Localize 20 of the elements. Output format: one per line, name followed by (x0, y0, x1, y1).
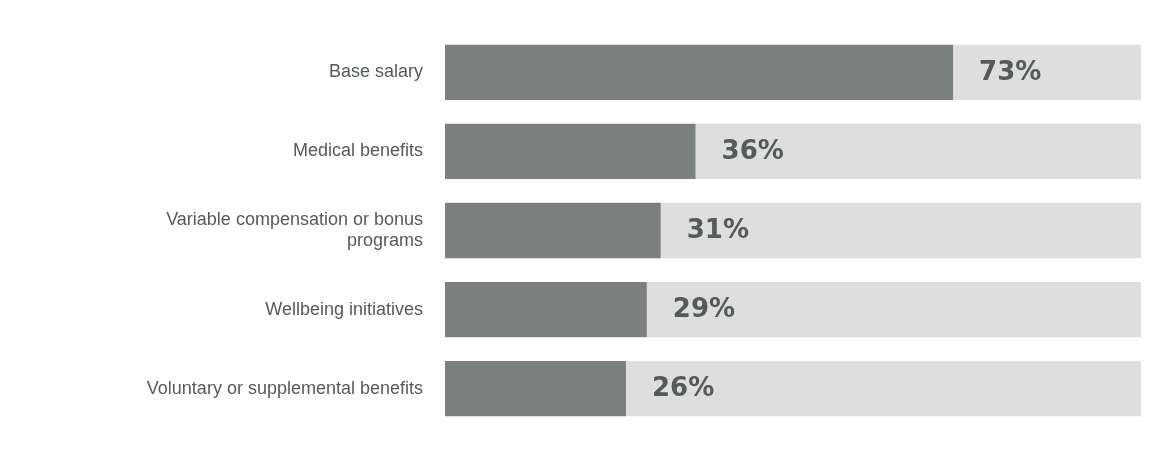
y-tick-label: Base salary (328, 61, 423, 82)
bar (953, 44, 1141, 101)
bar (445, 360, 626, 417)
y-tick-label: Variable compensation or bonus programs (166, 208, 423, 251)
bar (445, 202, 661, 259)
bar (646, 281, 1141, 338)
data-label: 31% (686, 214, 749, 245)
y-tick-label: Medical benefits (292, 140, 423, 161)
data-label: 26% (651, 372, 715, 403)
bar (445, 44, 954, 101)
bar (625, 360, 1141, 417)
y-tick-label: Voluntary or supplemental benefits (146, 377, 423, 398)
y-tick-label: Wellbeing initiatives (265, 298, 423, 319)
data-label: 73% (979, 56, 1042, 87)
data-label: 29% (672, 293, 736, 324)
data-label: 36% (721, 135, 784, 166)
bar (445, 123, 696, 180)
bar (660, 202, 1141, 259)
bar (695, 123, 1141, 180)
bar (445, 281, 647, 338)
